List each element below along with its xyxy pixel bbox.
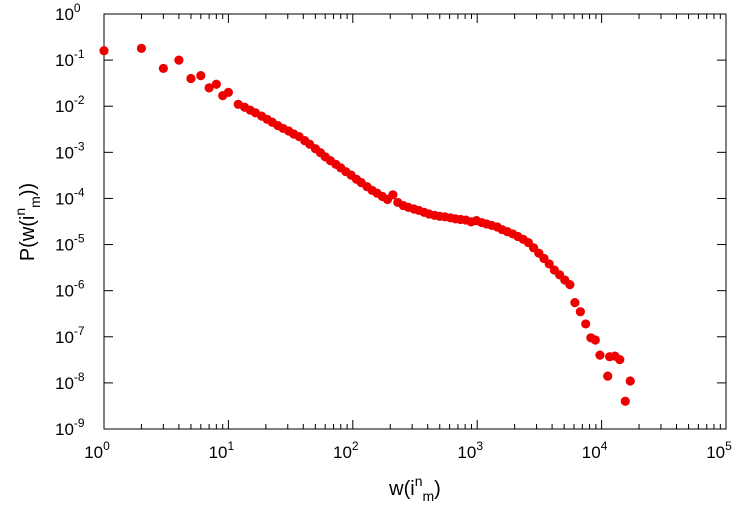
data-point bbox=[565, 280, 575, 290]
data-point bbox=[590, 335, 600, 345]
y-tick-label: 10-4 bbox=[55, 185, 85, 208]
data-point bbox=[595, 350, 605, 360]
x-tick-labels: 100 101 102 103 104 105 bbox=[84, 439, 732, 462]
data-point bbox=[603, 371, 613, 381]
x-tick-label: 102 bbox=[333, 439, 359, 462]
data-point bbox=[223, 87, 233, 97]
y-tick-label: 10-5 bbox=[55, 232, 85, 255]
data-point bbox=[620, 396, 630, 406]
data-point bbox=[204, 83, 214, 93]
data-point bbox=[99, 46, 109, 56]
y-tick-label: 100 bbox=[55, 1, 81, 24]
plot-frame bbox=[103, 13, 727, 430]
y-tick-labels: 100 10-1 10-2 10-3 10-4 10-5 10-6 10-7 10-8 10-9 bbox=[55, 1, 85, 439]
data-points bbox=[99, 43, 635, 406]
y-tick-label: 10-9 bbox=[55, 416, 85, 439]
data-point bbox=[196, 71, 206, 81]
x-tick-label: 105 bbox=[706, 439, 732, 462]
y-axis-label: P(w(inm)) bbox=[12, 183, 43, 261]
y-tick-label: 10-7 bbox=[55, 324, 85, 347]
x-tick-label: 104 bbox=[582, 439, 608, 462]
data-point bbox=[575, 307, 585, 317]
data-point bbox=[615, 354, 625, 365]
data-point bbox=[136, 43, 147, 53]
data-point bbox=[581, 319, 591, 329]
data-point bbox=[625, 376, 635, 386]
data-point bbox=[388, 190, 398, 200]
y-tick-label: 10-3 bbox=[55, 139, 85, 162]
axis-ticks bbox=[103, 13, 727, 430]
y-tick-label: 10-8 bbox=[55, 370, 85, 393]
data-point bbox=[186, 73, 196, 84]
y-tick-label: 10-6 bbox=[55, 278, 85, 301]
x-tick-label: 100 bbox=[84, 439, 110, 462]
x-tick-label: 103 bbox=[457, 439, 483, 462]
data-point bbox=[211, 79, 221, 89]
data-point bbox=[570, 298, 580, 308]
data-point bbox=[544, 259, 554, 269]
data-point bbox=[158, 63, 168, 74]
y-tick-label: 10-1 bbox=[55, 47, 85, 70]
x-tick-label: 101 bbox=[209, 439, 235, 462]
x-axis-label: w(inm) bbox=[388, 473, 441, 504]
data-point bbox=[174, 55, 184, 65]
y-tick-label: 10-2 bbox=[55, 93, 85, 116]
